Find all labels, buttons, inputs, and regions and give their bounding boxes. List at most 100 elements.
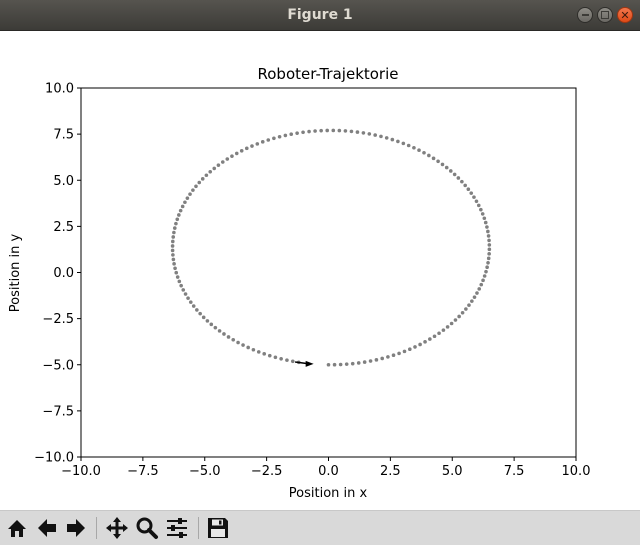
trajectory-point: [406, 143, 411, 148]
back-button[interactable]: [34, 515, 60, 541]
toolbar-separator: [96, 517, 97, 539]
trajectory-point: [485, 225, 489, 229]
trajectory-point: [267, 353, 272, 358]
close-button[interactable]: ✕: [617, 7, 633, 23]
trajectory-point: [481, 278, 485, 283]
y-tick-label: −10.0: [34, 451, 74, 466]
x-tick-label: 2.5: [380, 464, 401, 479]
trajectory-point: [212, 166, 217, 171]
trajectory-point: [188, 300, 193, 304]
save-button[interactable]: [205, 515, 231, 541]
trajectory-point: [431, 156, 436, 161]
trajectory-point: [460, 310, 465, 315]
trajectory-point: [483, 220, 488, 225]
y-tick-label: 7.5: [53, 128, 74, 143]
trajectory-point: [355, 130, 360, 134]
trajectory-point: [236, 340, 240, 345]
trajectory-point: [469, 191, 474, 195]
figure-canvas[interactable]: Roboter-Trajektorie Position in x Positi…: [0, 31, 640, 510]
trajectory-point: [349, 129, 354, 134]
trajectory-point: [331, 128, 336, 133]
trajectory-point: [204, 173, 209, 178]
configure-subplots-button[interactable]: [164, 515, 190, 541]
minimize-icon: [581, 14, 589, 16]
y-tick-label: −5.0: [42, 358, 74, 373]
trajectory-point: [183, 292, 188, 296]
maximize-button[interactable]: [597, 7, 613, 23]
trajectory-point: [262, 352, 267, 356]
trajectory-point: [470, 299, 474, 303]
trajectory-point: [379, 134, 383, 139]
trajectory-point: [476, 203, 481, 208]
trajectory-point: [251, 347, 256, 352]
trajectory-point: [319, 128, 323, 133]
trajectory-point: [449, 321, 454, 326]
x-tick-label: −2.5: [251, 464, 283, 479]
pan-button[interactable]: [104, 515, 130, 541]
trajectory-point: [171, 253, 175, 257]
trajectory-point: [466, 187, 471, 192]
trajectory-point: [178, 208, 183, 213]
trajectory-point: [486, 256, 491, 261]
trajectory-point: [380, 356, 385, 361]
minimize-button[interactable]: [577, 7, 593, 23]
trajectory-point: [195, 308, 199, 312]
trajectory-point: [174, 221, 178, 226]
trajectory-point: [390, 137, 395, 142]
heading-arrow: [294, 360, 314, 367]
plot-svg[interactable]: Roboter-Trajektorie Position in x Positi…: [0, 31, 640, 510]
trajectory-point: [246, 345, 250, 350]
trajectory-point: [486, 229, 490, 234]
close-icon: ✕: [620, 8, 630, 22]
trajectory-point: [485, 265, 489, 270]
trajectory-point: [197, 180, 202, 185]
trajectory-point: [386, 355, 390, 359]
trajectory-point: [177, 213, 181, 217]
trajectory-point: [307, 129, 311, 134]
trajectory-point: [225, 157, 230, 161]
trajectory-point: [401, 141, 406, 146]
x-tick-label: −5.0: [189, 464, 221, 479]
trajectory-point: [427, 153, 431, 158]
trajectory-point: [486, 234, 491, 238]
trajectory-point: [445, 325, 450, 329]
y-tick-label: 10.0: [45, 82, 74, 97]
home-button[interactable]: [4, 515, 30, 541]
trajectory-point: [205, 319, 210, 323]
x-tick-label: −7.5: [127, 464, 159, 479]
trajectory-point: [230, 154, 234, 158]
sliders-icon: [167, 518, 187, 538]
trajectory-point: [487, 243, 492, 247]
trajectory-point: [456, 176, 461, 180]
trajectory-point: [260, 140, 265, 144]
trajectory-point: [256, 350, 261, 354]
trajectory-point: [436, 159, 440, 164]
trajectory-point: [175, 217, 180, 222]
trajectory-point: [475, 291, 479, 295]
trajectory-point: [444, 165, 449, 170]
y-tick-label: 5.0: [53, 174, 74, 189]
trajectory-point: [413, 345, 417, 349]
trajectory-point: [384, 136, 389, 140]
forward-button[interactable]: [63, 515, 89, 541]
trajectory-point: [338, 362, 343, 367]
trajectory-point: [181, 288, 186, 292]
trajectory-points: [170, 128, 492, 367]
trajectory-point: [313, 129, 317, 133]
trajectory-point: [177, 279, 182, 284]
trajectory-point: [172, 226, 177, 230]
zoom-button[interactable]: [134, 515, 160, 541]
x-axis-label: Position in x: [289, 486, 368, 501]
magnifier-icon: [136, 517, 158, 539]
trajectory-point: [408, 347, 412, 352]
trajectory-point: [198, 311, 202, 316]
trajectory-point: [472, 195, 476, 199]
trajectory-point: [185, 196, 190, 200]
x-tick-label: 0.0: [318, 464, 339, 479]
move-icon: [106, 517, 128, 539]
trajectory-point: [186, 296, 190, 300]
trajectory-point: [350, 361, 355, 366]
trajectory-point: [234, 151, 239, 156]
trajectory-point: [453, 318, 458, 322]
trajectory-point: [332, 362, 337, 367]
